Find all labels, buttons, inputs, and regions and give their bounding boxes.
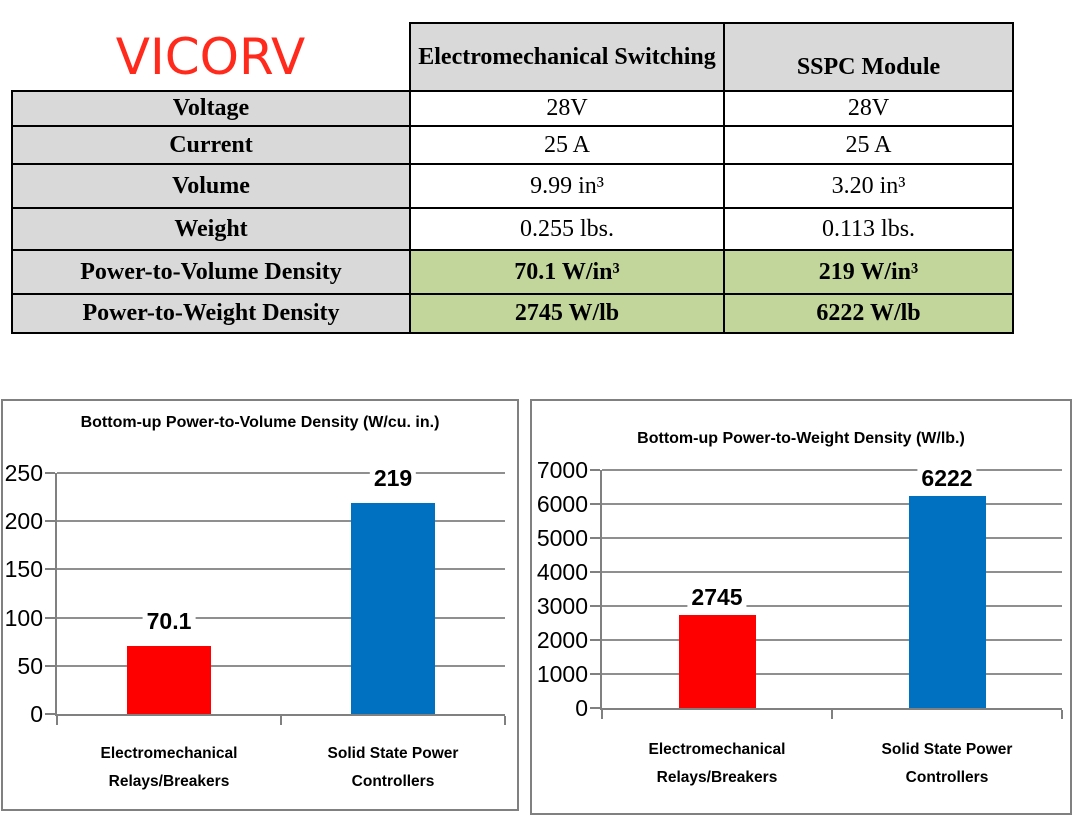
bar-electromechanical	[678, 614, 756, 708]
bar-value-label: 70.1	[142, 609, 196, 635]
volume-electromechanical-value: 9.99 in³	[409, 163, 725, 209]
volume-sspc-value: 3.20 in³	[723, 163, 1014, 209]
gridline	[602, 639, 1062, 641]
gridline	[602, 503, 1062, 505]
y-axis-tick	[590, 605, 600, 607]
row-label-weight: Weight	[11, 207, 411, 251]
y-tick-label: 4000	[536, 559, 588, 585]
logo-cell: VICORV	[12, 23, 410, 91]
table-row: Power-to-Volume Density 70.1 W/in³ 219 W…	[11, 249, 1014, 295]
current-electromechanical-value: 25 A	[409, 125, 725, 165]
voltage-electromechanical-value: 28V	[409, 90, 725, 127]
table-row: Current 25 A 25 A	[11, 125, 1014, 165]
y-tick-label: 100	[4, 604, 43, 631]
y-tick-label: 200	[4, 508, 43, 535]
col-header-electromechanical-switching: Electromechanical Switching	[409, 22, 725, 92]
category-label: Electromechanical Relays/Breakers	[100, 745, 238, 790]
y-axis-tick	[45, 472, 55, 474]
y-axis-tick	[590, 537, 600, 539]
x-axis-tick	[280, 716, 282, 725]
y-axis-tick	[590, 673, 600, 675]
table-row: Power-to-Weight Density 2745 W/lb 6222 W…	[11, 293, 1014, 334]
gridline	[57, 520, 505, 523]
y-axis-tick	[45, 520, 55, 523]
gridline	[602, 537, 1062, 539]
y-axis-tick	[45, 616, 55, 619]
p2w-sspc-value: 6222 W/lb	[723, 293, 1014, 334]
y-tick-label: 0	[30, 701, 43, 727]
bar-electromechanical	[127, 646, 211, 714]
table-row: Weight 0.255 lbs. 0.113 lbs.	[11, 207, 1014, 251]
y-tick-label: 250	[4, 460, 43, 486]
x-axis-tick	[831, 710, 833, 719]
x-axis-tick	[56, 716, 58, 725]
table-header-row: VICORV Electromechanical Switching SSPC …	[12, 22, 1014, 92]
plot-area: 0 1000 2000 3000 4000 5000 6000 7000 2745 Electro…	[537, 458, 1063, 786]
chart-title: Bottom-up Power-to-Volume Density (W/cu.…	[80, 414, 440, 431]
bar-value-label: 2745	[687, 584, 747, 610]
x-axis-tick	[601, 710, 603, 719]
weight-electromechanical-value: 0.255 lbs.	[409, 207, 725, 251]
p2v-sspc-value: 219 W/in³	[723, 249, 1014, 295]
weight-sspc-value: 0.113 lbs.	[723, 207, 1014, 251]
category-label: Solid State Power Controllers	[881, 741, 1013, 786]
y-tick-label: 3000	[536, 593, 588, 619]
x-axis-tick	[504, 716, 506, 725]
y-axis-tick	[590, 503, 600, 505]
bar-solid-state	[908, 496, 986, 708]
gridline	[57, 472, 505, 474]
bar-value-label: 219	[369, 465, 417, 491]
gridline	[57, 616, 505, 619]
gridline	[57, 568, 505, 571]
y-tick-label: 7000	[536, 457, 588, 483]
row-label-power-to-volume-density: Power-to-Volume Density	[11, 249, 411, 295]
row-label-power-to-weight-density: Power-to-Weight Density	[11, 293, 411, 334]
table-row: Volume 9.99 in³ 3.20 in³	[11, 163, 1014, 209]
chart-title: Bottom-up Power-to-Weight Density (W/lb.…	[637, 430, 965, 447]
y-axis-tick	[590, 707, 600, 709]
row-label-current: Current	[11, 125, 411, 165]
gridline	[602, 571, 1062, 573]
x-axis-tick	[1061, 710, 1063, 719]
power-to-weight-density-chart: Bottom-up Power-to-Weight Density (W/lb.…	[530, 399, 1072, 815]
current-sspc-value: 25 A	[723, 125, 1014, 165]
bar-solid-state	[351, 502, 435, 714]
y-tick-label: 0	[575, 695, 588, 721]
plot-area: 0 50 100 150 200 250 70.1 Electromechanical Rel…	[5, 461, 506, 790]
y-tick-label: 150	[4, 556, 43, 583]
gridline	[602, 673, 1062, 675]
p2w-electromechanical-value: 2745 W/lb	[409, 293, 725, 334]
y-axis-tick	[45, 664, 55, 667]
y-tick-label: 5000	[536, 525, 588, 551]
y-axis-tick	[45, 568, 55, 571]
y-axis-tick	[590, 639, 600, 641]
p2v-electromechanical-value: 70.1 W/in³	[409, 249, 725, 295]
gridline	[57, 664, 505, 667]
y-tick-label: 2000	[536, 627, 588, 653]
y-axis-tick	[590, 571, 600, 573]
comparison-table: VICORV Electromechanical Switching SSPC …	[11, 22, 1014, 334]
y-tick-label: 6000	[536, 491, 588, 517]
row-label-volume: Volume	[11, 163, 411, 209]
table-row: Voltage 28V 28V	[11, 90, 1014, 127]
bar-value-label: 6222	[917, 466, 977, 492]
col-header-sspc-module: SSPC Module	[723, 22, 1014, 92]
vicor-logo: VICORV	[115, 27, 306, 86]
y-axis-tick	[590, 469, 600, 471]
y-tick-label: 1000	[536, 661, 588, 687]
y-axis-tick	[45, 713, 55, 715]
power-to-volume-density-chart: Bottom-up Power-to-Volume Density (W/cu.…	[1, 399, 519, 811]
category-label: Electromechanical Relays/Breakers	[648, 741, 786, 786]
gridline	[602, 469, 1062, 471]
y-tick-label: 50	[17, 652, 43, 679]
category-label: Solid State Power Controllers	[327, 745, 459, 790]
gridline	[602, 605, 1062, 607]
voltage-sspc-value: 28V	[723, 90, 1014, 127]
row-label-voltage: Voltage	[11, 90, 411, 127]
